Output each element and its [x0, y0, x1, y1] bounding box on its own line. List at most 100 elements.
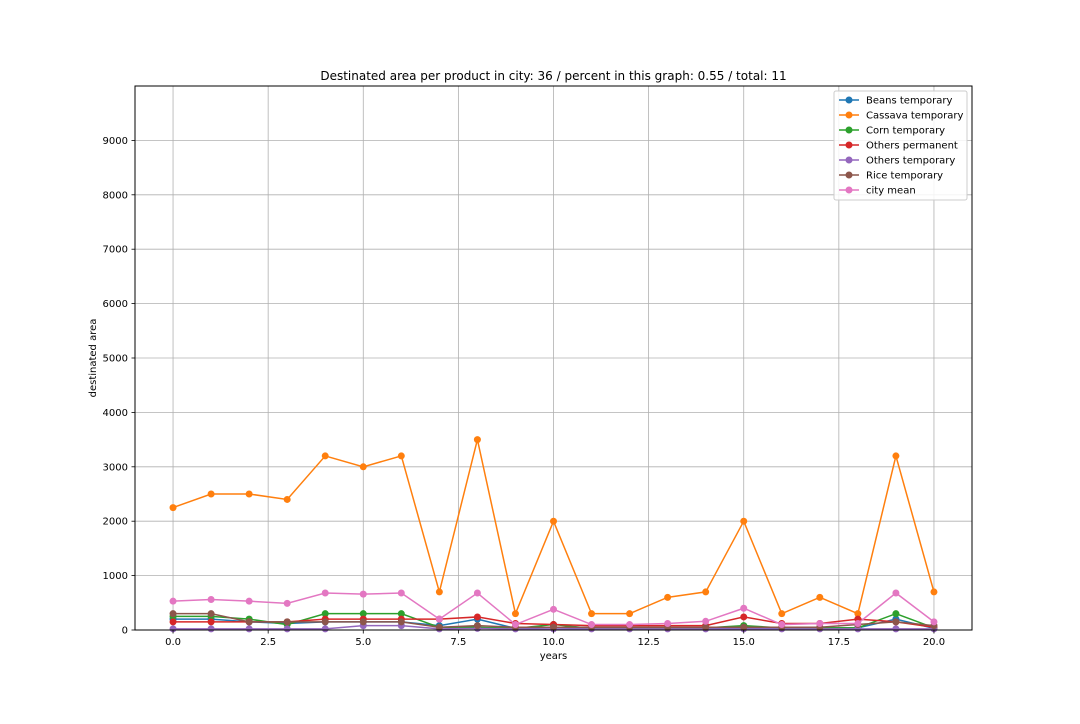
data-point-cassava-temporary	[169, 504, 177, 512]
chart-title: Destinated area per product in city: 36 …	[320, 69, 786, 83]
x-tick-label: 10.0	[542, 637, 564, 648]
data-point-city-mean	[588, 621, 596, 629]
x-tick-label: 7.5	[450, 637, 466, 648]
data-point-cassava-temporary	[626, 610, 634, 618]
data-point-city-mean	[283, 599, 291, 607]
data-point-cassava-temporary	[473, 436, 481, 444]
legend-label-city-mean: city mean	[866, 186, 916, 197]
data-point-cassava-temporary	[930, 588, 938, 596]
data-point-cassava-temporary	[511, 610, 519, 618]
data-point-corn-temporary	[359, 610, 367, 618]
data-point-cassava-temporary	[854, 610, 862, 618]
y-tick-label: 1000	[103, 571, 128, 582]
data-point-cassava-temporary	[664, 593, 672, 601]
data-point-others-temporary	[207, 625, 215, 633]
data-point-others-temporary	[892, 625, 900, 633]
data-point-city-mean	[397, 589, 405, 597]
legend-box	[833, 90, 968, 201]
y-tick-label: 7000	[103, 245, 128, 256]
data-point-city-mean	[702, 617, 710, 625]
data-point-others-permanent	[740, 613, 748, 621]
data-point-city-mean	[550, 605, 557, 613]
y-tick-label: 6000	[103, 299, 128, 310]
legend-marker-others-temporary	[845, 156, 853, 164]
x-tick-label: 0.0	[165, 637, 181, 648]
y-tick-label: 9000	[103, 136, 128, 147]
axis-ticks: 0.0 2.5 5.0 7.5 10.0 12.5 15.0 17.5 20.0 0 1000 200…	[103, 136, 946, 648]
legend-label-cassava-temporary: Cassava temporary	[866, 111, 964, 122]
y-tick-label: 3000	[103, 462, 128, 473]
legend-marker-cassava-temporary	[845, 111, 853, 119]
data-point-city-mean	[435, 615, 443, 623]
series-rice-temporary	[169, 610, 938, 631]
data-point-cassava-temporary	[740, 517, 748, 525]
data-point-city-mean	[473, 589, 481, 597]
legend-marker-corn-temporary	[845, 126, 853, 134]
data-point-city-mean	[321, 589, 329, 597]
data-point-rice-temporary	[283, 618, 291, 626]
y-tick-label: 0	[122, 626, 128, 637]
data-point-city-mean	[207, 596, 215, 604]
data-point-others-permanent	[169, 618, 177, 626]
data-point-city-mean	[778, 621, 786, 629]
legend-marker-others-permanent	[845, 141, 853, 149]
legend-label-corn-temporary: Corn temporary	[866, 126, 945, 137]
data-point-city-mean	[664, 619, 672, 627]
y-axis-label: destinated area	[88, 319, 99, 398]
data-point-others-permanent	[207, 618, 215, 626]
data-point-rice-temporary	[473, 622, 481, 630]
data-point-rice-temporary	[702, 623, 710, 631]
x-tick-label: 20.0	[923, 637, 945, 648]
legend-label-beans-temporary: Beans temporary	[866, 96, 952, 107]
series-cassava-temporary	[169, 436, 938, 618]
y-tick-label: 2000	[103, 517, 128, 528]
data-point-city-mean	[816, 619, 824, 627]
data-point-cassava-temporary	[207, 490, 215, 498]
data-point-rice-temporary	[550, 623, 557, 631]
x-axis-label: years	[540, 651, 568, 662]
data-point-city-mean	[511, 621, 519, 629]
data-point-city-mean	[245, 597, 253, 605]
x-tick-label: 5.0	[355, 637, 371, 648]
data-point-cassava-temporary	[892, 452, 900, 460]
data-point-cassava-temporary	[435, 588, 443, 596]
data-point-city-mean	[930, 618, 938, 626]
data-point-others-temporary	[321, 625, 329, 633]
data-point-rice-temporary	[169, 610, 177, 618]
data-point-others-permanent	[473, 613, 481, 621]
data-point-city-mean	[626, 621, 634, 629]
legend-marker-beans-temporary	[845, 96, 853, 104]
data-point-rice-temporary	[359, 618, 367, 626]
legend-label-rice-temporary: Rice temporary	[866, 171, 943, 182]
data-point-rice-temporary	[207, 610, 215, 618]
series-city-mean	[169, 589, 938, 629]
x-tick-label: 12.5	[637, 637, 659, 648]
legend-label-others-permanent: Others permanent	[866, 141, 958, 152]
data-point-corn-temporary	[321, 610, 329, 618]
data-point-cassava-temporary	[321, 452, 329, 460]
y-tick-label: 8000	[103, 190, 128, 201]
data-point-rice-temporary	[435, 623, 443, 631]
data-point-cassava-temporary	[283, 495, 291, 503]
data-point-cassava-temporary	[816, 593, 824, 601]
data-point-corn-temporary	[397, 610, 405, 618]
data-point-others-temporary	[245, 625, 253, 633]
data-point-rice-temporary	[397, 618, 405, 626]
x-tick-label: 17.5	[828, 637, 850, 648]
data-point-others-temporary	[283, 625, 291, 633]
data-point-city-mean	[169, 597, 177, 605]
y-tick-label: 4000	[103, 408, 128, 419]
legend-marker-city-mean	[845, 186, 853, 194]
data-point-cassava-temporary	[588, 610, 596, 618]
data-point-rice-temporary	[321, 618, 329, 626]
data-point-cassava-temporary	[397, 452, 405, 460]
data-point-corn-temporary	[892, 610, 900, 618]
data-point-city-mean	[854, 619, 862, 627]
data-point-cassava-temporary	[778, 610, 786, 618]
legend: Beans temporary Cassava temporary Corn tem…	[833, 90, 968, 201]
x-tick-label: 2.5	[260, 637, 276, 648]
data-point-rice-temporary	[892, 618, 900, 626]
data-point-cassava-temporary	[550, 517, 557, 525]
